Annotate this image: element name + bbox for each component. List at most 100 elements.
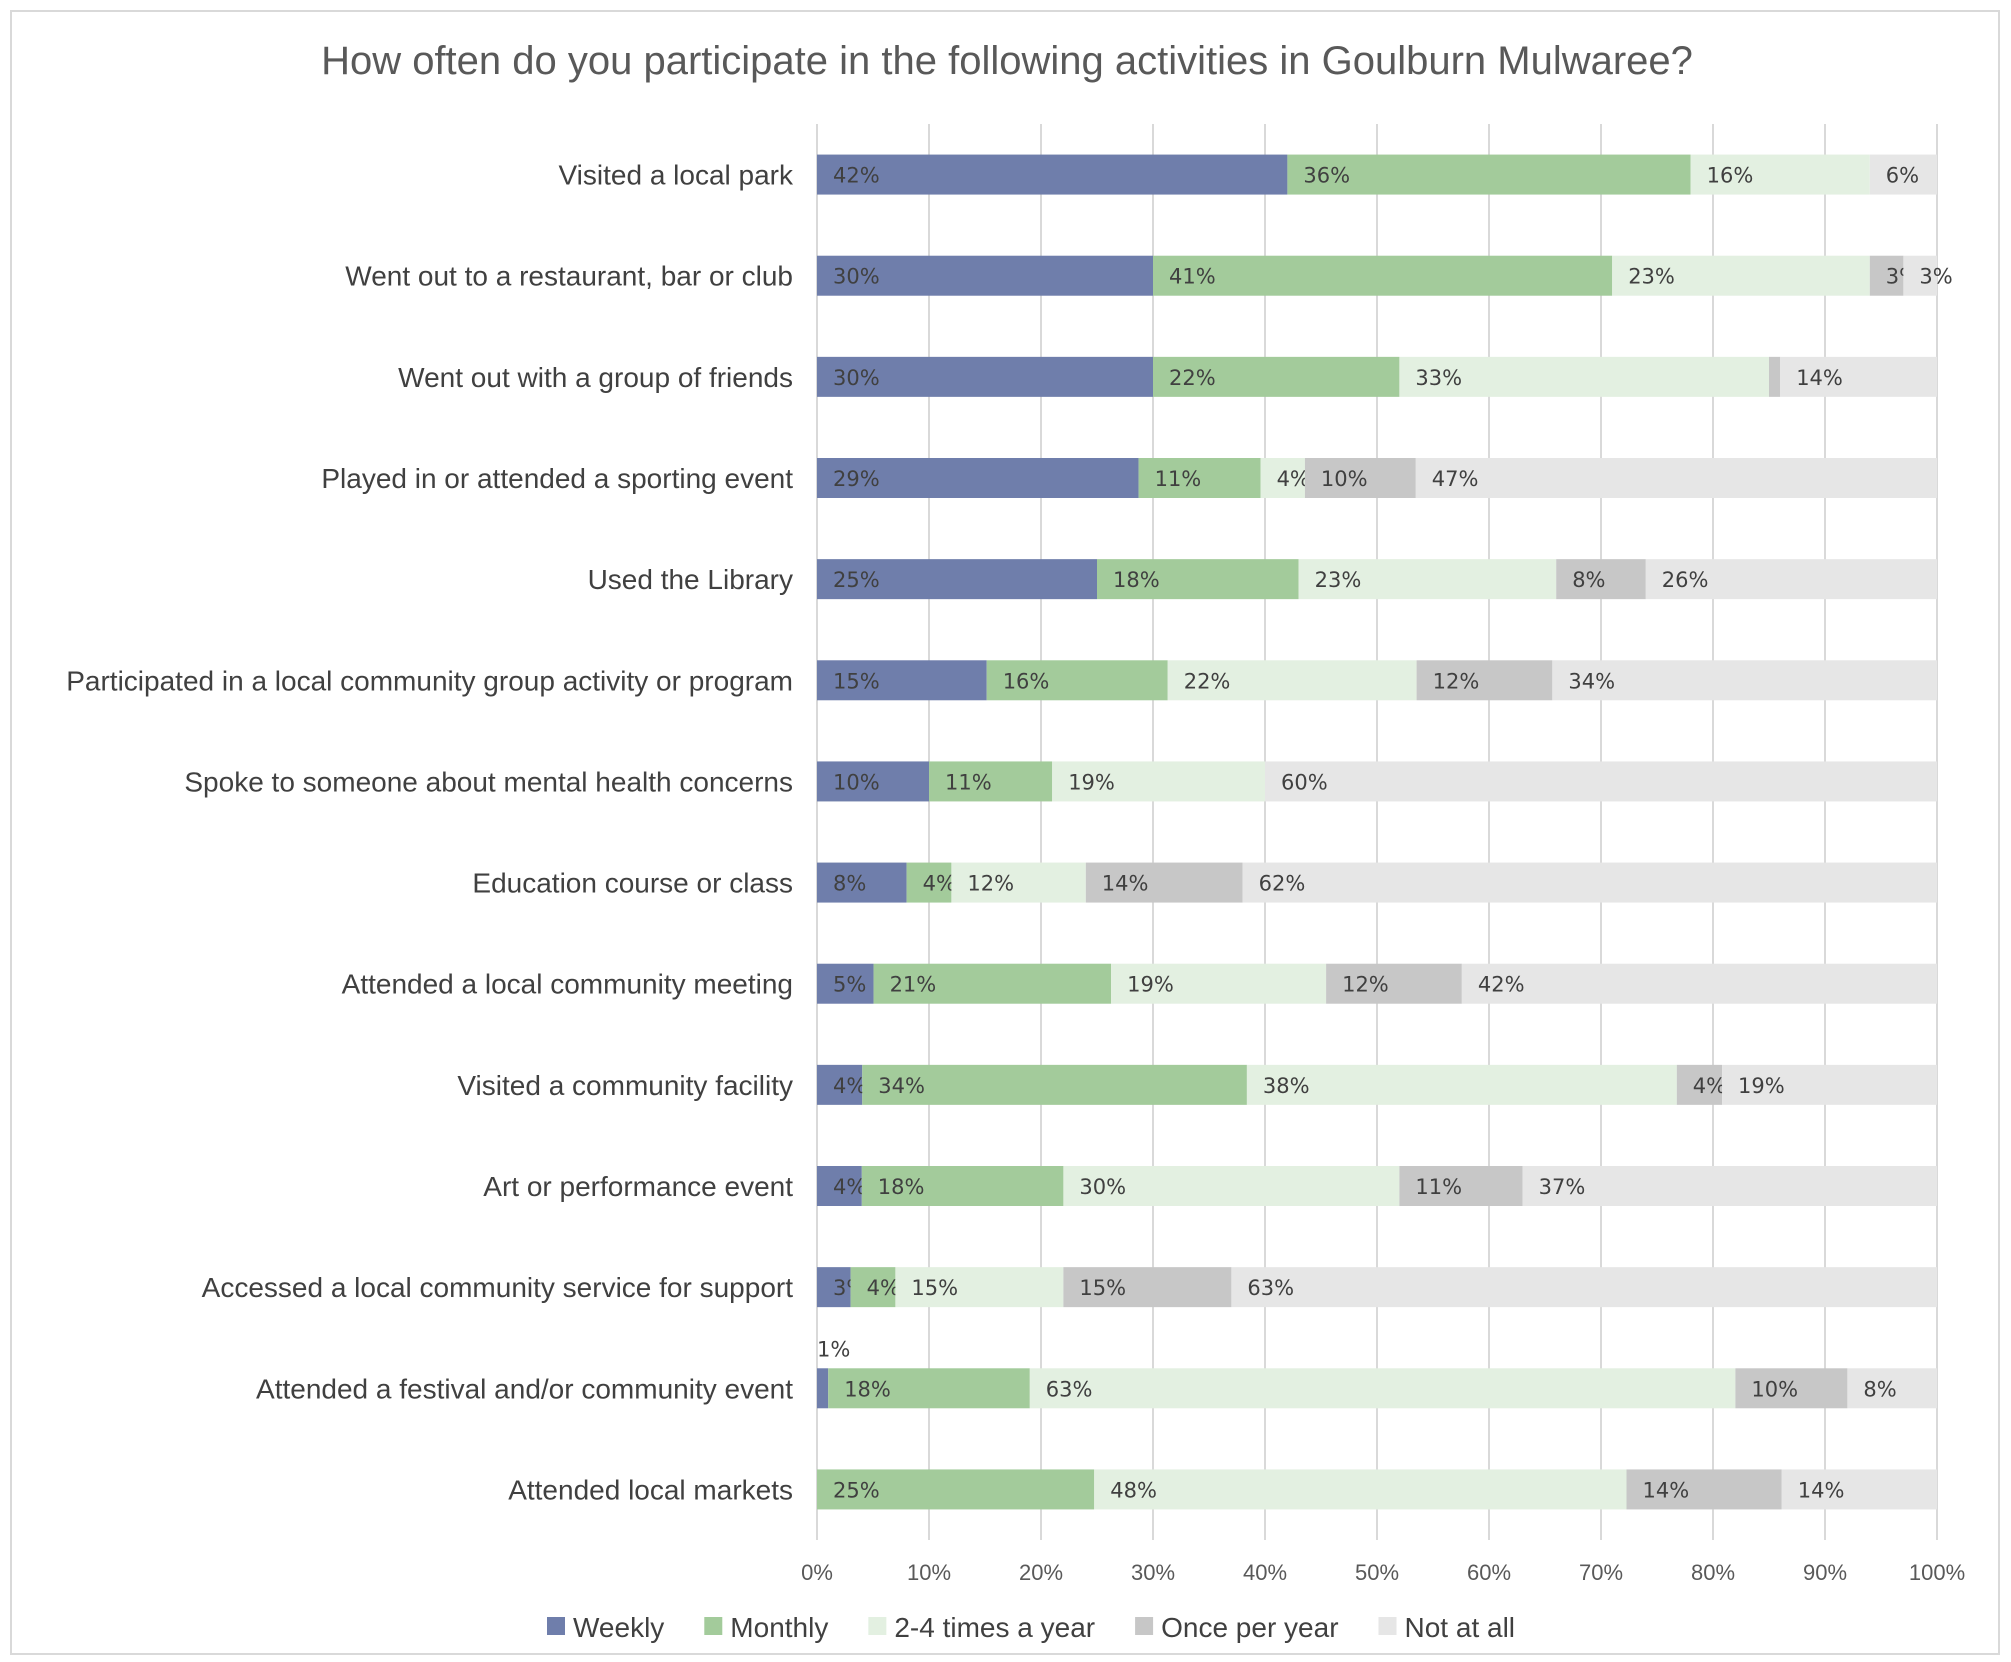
x-tick-label: 70%	[1579, 1560, 1623, 1585]
data-label: 30%	[833, 265, 880, 289]
data-label: 25%	[833, 1478, 880, 1502]
x-axis-ticks: 0% 10% 20% 30% 40% 50% 60% 70% 80% 90% 100%	[801, 1560, 1965, 1585]
bar-segment	[1722, 1064, 1937, 1105]
data-label: 8%	[1572, 568, 1605, 592]
data-label: 34%	[878, 1074, 925, 1098]
x-tick-label: 30%	[1131, 1560, 1175, 1585]
bar-segment	[1556, 559, 1646, 600]
data-label: 19%	[1127, 973, 1174, 997]
data-label: 29%	[833, 467, 880, 491]
x-tick-label: 50%	[1355, 1560, 1399, 1585]
data-label: 38%	[1263, 1074, 1310, 1098]
bar-segment	[1461, 963, 1937, 1004]
bar-segment	[861, 1166, 1064, 1206]
data-label: 10%	[833, 770, 880, 794]
bar-segment	[906, 862, 952, 903]
legend-label: Weekly	[573, 1612, 664, 1643]
bar-segment	[1138, 458, 1261, 498]
bar-segment	[1242, 862, 1937, 903]
gridlines	[816, 124, 1938, 1540]
bar-segment	[1298, 559, 1557, 600]
data-label: 23%	[1628, 265, 1675, 289]
bar-segment	[1265, 761, 1937, 802]
bar-segment	[828, 1368, 1030, 1409]
bar-segment	[817, 154, 1288, 195]
bar-segment	[1780, 356, 1937, 397]
data-label: 4%	[923, 872, 956, 896]
legend-swatch	[868, 1617, 887, 1635]
category-label: Went out to a restaurant, bar or club	[345, 261, 793, 292]
bar-segment	[1676, 1064, 1723, 1105]
bar-segment	[1552, 660, 1937, 701]
data-label: 4%	[833, 1175, 866, 1199]
bar-segment	[1260, 458, 1305, 498]
category-label: Played in or attended a sporting event	[321, 463, 793, 494]
bar-segment	[1094, 1469, 1627, 1510]
data-label: 12%	[1342, 973, 1389, 997]
legend-label: Not at all	[1405, 1612, 1516, 1643]
bar-segment	[1626, 1469, 1782, 1510]
data-label: 4%	[1693, 1074, 1726, 1098]
data-label: 23%	[1315, 568, 1362, 592]
data-label: 48%	[1110, 1478, 1157, 1502]
chart-title: How often do you participate in the foll…	[321, 39, 1693, 83]
data-label: 41%	[1169, 265, 1216, 289]
bar-segment	[817, 1064, 863, 1105]
bar-segment	[817, 458, 1139, 498]
data-label: 11%	[945, 770, 992, 794]
data-label: 12%	[967, 872, 1014, 896]
bar-segment	[1399, 1166, 1523, 1206]
bar-segment	[1052, 761, 1265, 802]
x-tick-label: 90%	[1803, 1560, 1847, 1585]
data-label: 6%	[1886, 164, 1919, 188]
data-label: 63%	[1046, 1377, 1093, 1401]
bar-segment	[817, 559, 1097, 600]
bar-segment	[1231, 1267, 1937, 1308]
bar-segment	[862, 1064, 1247, 1105]
legend-swatch	[547, 1617, 565, 1635]
bar-segment	[817, 862, 907, 903]
category-label: Spoke to someone about mental health con…	[184, 766, 793, 797]
data-label: 62%	[1259, 872, 1306, 896]
bar-segment	[817, 660, 987, 701]
bar-segment	[1769, 356, 1781, 397]
bar-segment	[817, 1368, 829, 1409]
bar-segment	[1690, 154, 1870, 195]
bar-segment	[1326, 963, 1462, 1004]
data-label: 16%	[1707, 164, 1754, 188]
data-label: 30%	[833, 366, 880, 390]
data-label: 47%	[1432, 467, 1479, 491]
legend-swatch	[704, 1617, 723, 1635]
category-label: Used the Library	[588, 564, 793, 595]
data-label: 22%	[1169, 366, 1216, 390]
bar-segment	[1399, 356, 1769, 397]
data-label: 15%	[911, 1276, 958, 1300]
bar-segment	[986, 660, 1168, 701]
data-label: 8%	[1863, 1377, 1896, 1401]
data-label: 8%	[833, 872, 866, 896]
bar-segment	[817, 356, 1153, 397]
category-label: Attended local markets	[508, 1474, 793, 1505]
data-label: 14%	[1643, 1478, 1690, 1502]
bar-segment	[1063, 1267, 1232, 1308]
category-label: Visited a local park	[559, 160, 795, 191]
bar-segment	[817, 761, 929, 802]
bar-segment	[1645, 559, 1937, 600]
bar-segment	[1287, 154, 1691, 195]
bar-segment	[817, 1469, 1095, 1510]
data-label: 4%	[1277, 467, 1310, 491]
bar-segment	[1111, 963, 1327, 1004]
bar-segment	[1415, 458, 1937, 498]
data-label: 37%	[1539, 1175, 1586, 1199]
data-label: 19%	[1068, 770, 1115, 794]
data-label: 14%	[1796, 366, 1843, 390]
bar-segment	[1304, 458, 1416, 498]
x-tick-label: 80%	[1691, 1560, 1735, 1585]
data-label: 12%	[1433, 669, 1480, 693]
data-label: 14%	[1102, 872, 1149, 896]
data-label: 26%	[1662, 568, 1709, 592]
category-label: Visited a community facility	[457, 1070, 793, 1101]
data-label: 18%	[1113, 568, 1160, 592]
x-tick-label: 0%	[801, 1560, 833, 1585]
bar-segment	[1153, 255, 1613, 296]
